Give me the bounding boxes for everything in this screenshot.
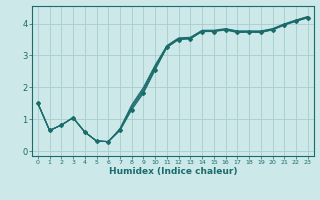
X-axis label: Humidex (Indice chaleur): Humidex (Indice chaleur) [108,167,237,176]
